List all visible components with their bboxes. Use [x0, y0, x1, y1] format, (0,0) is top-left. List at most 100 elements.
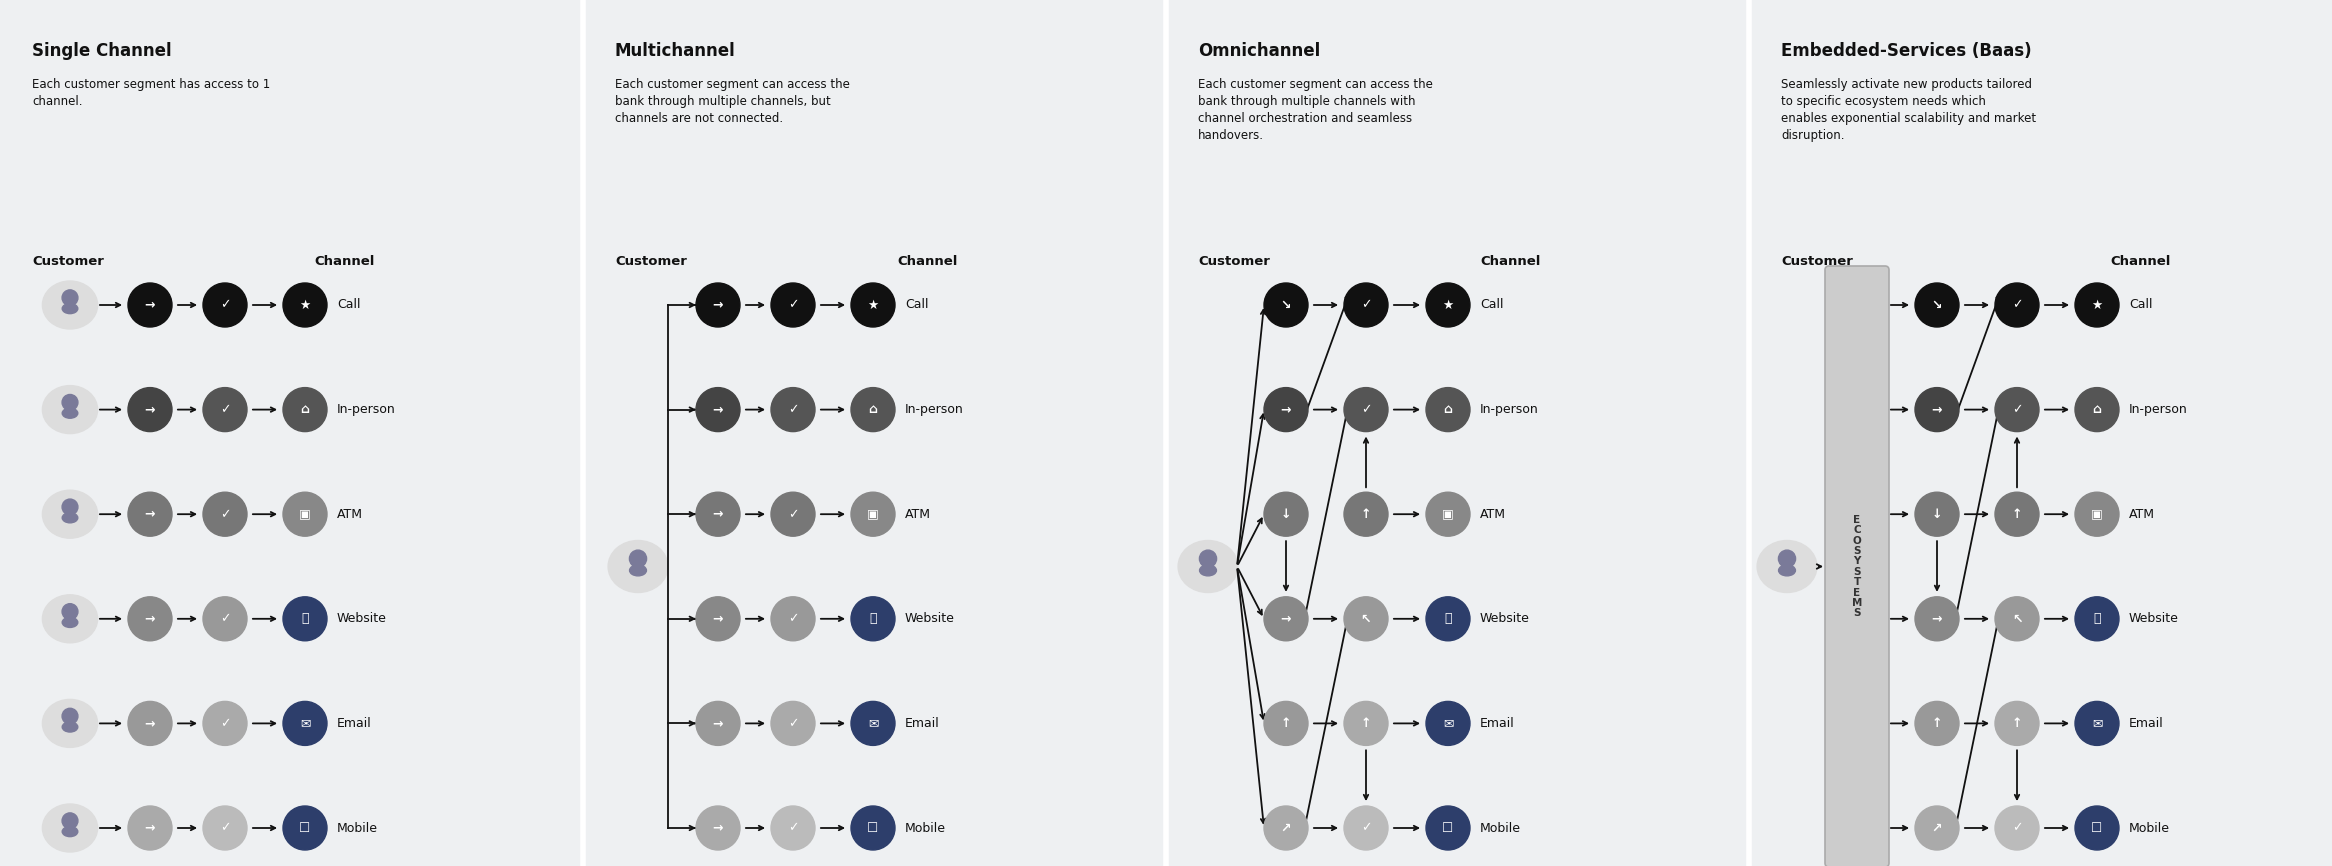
Ellipse shape: [63, 826, 77, 837]
Text: Website: Website: [338, 612, 387, 625]
Circle shape: [128, 806, 173, 850]
Text: ✓: ✓: [788, 717, 798, 730]
Circle shape: [1264, 701, 1308, 746]
Circle shape: [128, 388, 173, 431]
Text: ATM: ATM: [1481, 507, 1506, 520]
Text: Call: Call: [338, 299, 361, 312]
Text: ★: ★: [1444, 299, 1453, 312]
Circle shape: [772, 283, 814, 327]
Circle shape: [1915, 701, 1959, 746]
Circle shape: [203, 492, 247, 536]
Text: →: →: [1931, 612, 1943, 625]
Text: Website: Website: [2129, 612, 2178, 625]
Circle shape: [2075, 388, 2120, 431]
Circle shape: [1915, 492, 1959, 536]
Circle shape: [63, 604, 77, 619]
Text: Customer: Customer: [1199, 255, 1271, 268]
Text: ✓: ✓: [2013, 403, 2022, 416]
Text: →: →: [145, 403, 156, 416]
Circle shape: [1915, 597, 1959, 641]
Circle shape: [282, 283, 326, 327]
Text: ★: ★: [868, 299, 879, 312]
Text: →: →: [714, 507, 723, 520]
Text: In-person: In-person: [338, 403, 396, 416]
Circle shape: [695, 492, 739, 536]
Text: Mobile: Mobile: [338, 822, 378, 835]
Text: ✓: ✓: [1362, 403, 1371, 416]
Circle shape: [2075, 806, 2120, 850]
Circle shape: [1264, 283, 1308, 327]
Circle shape: [203, 806, 247, 850]
Circle shape: [282, 597, 326, 641]
Text: Mobile: Mobile: [1481, 822, 1520, 835]
Text: ⌂: ⌂: [2092, 403, 2101, 416]
Text: Ⓢ: Ⓢ: [2094, 612, 2101, 625]
Text: Ⓢ: Ⓢ: [1444, 612, 1453, 625]
Text: Email: Email: [338, 717, 371, 730]
Circle shape: [1425, 701, 1469, 746]
Circle shape: [1994, 492, 2038, 536]
Circle shape: [203, 597, 247, 641]
Text: Channel: Channel: [2110, 255, 2171, 268]
Circle shape: [1915, 388, 1959, 431]
Circle shape: [128, 492, 173, 536]
Circle shape: [203, 701, 247, 746]
Text: ★: ★: [2092, 299, 2103, 312]
Ellipse shape: [63, 722, 77, 732]
Circle shape: [1994, 388, 2038, 431]
Text: In-person: In-person: [2129, 403, 2187, 416]
Circle shape: [1425, 283, 1469, 327]
Text: Customer: Customer: [616, 255, 688, 268]
Circle shape: [851, 492, 895, 536]
Text: ↗: ↗: [1931, 822, 1943, 835]
Text: →: →: [145, 507, 156, 520]
Circle shape: [1343, 492, 1388, 536]
Text: ✓: ✓: [788, 507, 798, 520]
Text: Email: Email: [1481, 717, 1516, 730]
Text: Channel: Channel: [1481, 255, 1541, 268]
Text: ✉: ✉: [301, 717, 310, 730]
Circle shape: [851, 806, 895, 850]
Text: ✓: ✓: [788, 403, 798, 416]
Ellipse shape: [42, 595, 98, 643]
Text: ✓: ✓: [2013, 299, 2022, 312]
Circle shape: [772, 388, 814, 431]
Text: →: →: [714, 299, 723, 312]
Text: Channel: Channel: [315, 255, 375, 268]
Circle shape: [63, 708, 77, 724]
Circle shape: [1994, 283, 2038, 327]
Text: ▣: ▣: [298, 507, 310, 520]
Ellipse shape: [1199, 565, 1217, 576]
Text: →: →: [145, 717, 156, 730]
Text: ✉: ✉: [868, 717, 879, 730]
Circle shape: [1343, 597, 1388, 641]
Text: ✉: ✉: [2092, 717, 2101, 730]
Text: Embedded-Services (Baas): Embedded-Services (Baas): [1782, 42, 2031, 60]
Circle shape: [851, 597, 895, 641]
Circle shape: [128, 283, 173, 327]
Circle shape: [1343, 701, 1388, 746]
Text: ▣: ▣: [868, 507, 879, 520]
Text: ↑: ↑: [1931, 717, 1943, 730]
Circle shape: [630, 550, 646, 567]
Text: ✓: ✓: [788, 299, 798, 312]
Text: ↓: ↓: [1280, 507, 1292, 520]
Ellipse shape: [63, 617, 77, 628]
Text: ✓: ✓: [219, 822, 231, 835]
Text: →: →: [145, 299, 156, 312]
Text: E
C
O
S
Y
S
T
E
M
S: E C O S Y S T E M S: [1852, 514, 1863, 618]
Circle shape: [63, 290, 77, 306]
Text: ↑: ↑: [1362, 507, 1371, 520]
Text: →: →: [714, 822, 723, 835]
Text: Email: Email: [905, 717, 940, 730]
Circle shape: [2075, 492, 2120, 536]
Text: Seamlessly activate new products tailored
to specific ecosystem needs which
enab: Seamlessly activate new products tailore…: [1782, 78, 2036, 142]
Text: In-person: In-person: [1481, 403, 1539, 416]
Text: ATM: ATM: [905, 507, 930, 520]
Text: Single Channel: Single Channel: [33, 42, 173, 60]
Circle shape: [1264, 492, 1308, 536]
Circle shape: [1343, 806, 1388, 850]
Circle shape: [203, 388, 247, 431]
Text: ⌂: ⌂: [868, 403, 877, 416]
Circle shape: [1425, 492, 1469, 536]
